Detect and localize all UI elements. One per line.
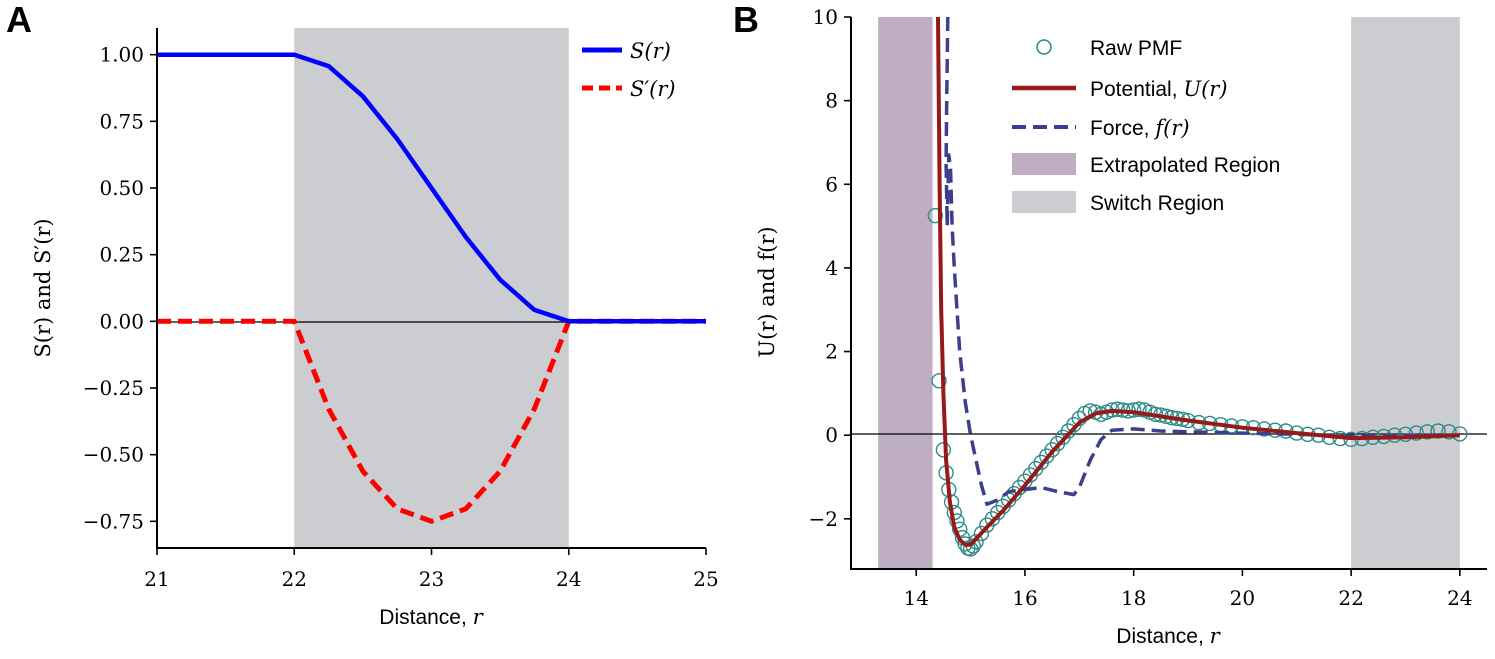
raw-pmf-marker	[1408, 425, 1425, 441]
raw-pmf-marker	[973, 525, 990, 542]
x-tick-label: 22	[282, 567, 307, 591]
y-tick-label: 10	[813, 5, 838, 29]
y-tick-label: −0.25	[83, 376, 144, 400]
x-tick-label: 24	[1447, 586, 1472, 610]
y-tick-label: 2	[825, 340, 838, 364]
legend-raw-marker	[1036, 39, 1052, 55]
raw-pmf-marker	[968, 534, 984, 550]
panel-b-y-axis-label: U(r) and f(r)	[755, 226, 779, 357]
shaded-region-switch-region	[1351, 17, 1460, 569]
raw-pmf-marker	[927, 207, 943, 224]
y-tick-label: −0.75	[83, 509, 144, 533]
y-tick-label: 0.50	[99, 176, 144, 200]
x-tick-label: 21	[144, 567, 169, 591]
legend-switch-swatch	[1012, 191, 1076, 213]
panel-a: A 21 22 23 24 25 1.00 0.75 0.50 0.25 0.00 −0.25 −0…	[6, 0, 719, 629]
series-line-potential-u-r	[936, 17, 1460, 547]
x-tick-label: 20	[1230, 586, 1255, 610]
panel-a-legend: S(r) S′(r)	[582, 39, 676, 101]
y-tick-label: 0.25	[99, 243, 144, 267]
panel-b-y-ticks: 10 8 6 4 2 0 −2	[809, 5, 851, 531]
y-tick-label: 1.00	[99, 43, 144, 67]
y-tick-label: 8	[825, 89, 838, 113]
y-tick-label: −0.50	[83, 443, 144, 467]
panel-a-x-ticks: 21 22 23 24 25	[144, 548, 719, 591]
legend-potential-label: Potential, U(r)	[1090, 77, 1228, 101]
panel-b-x-ticks: 14 16 18 20 22 24	[904, 569, 1473, 610]
legend-switch-label: Switch Region	[1090, 192, 1224, 215]
panel-a-y-ticks: 1.00 0.75 0.50 0.25 0.00 −0.25 −0.50 −0.75	[83, 43, 157, 533]
panel-b-x-axis-label: Distance, r	[1116, 624, 1221, 648]
panel-b-series	[927, 17, 1468, 557]
panel-a-series	[157, 52, 706, 524]
panel-a-label: A	[6, 0, 32, 40]
legend-raw-label: Raw PMF	[1090, 37, 1182, 60]
y-tick-label: 6	[825, 172, 838, 196]
x-tick-label: 16	[1012, 586, 1037, 610]
panel-b-legend: Raw PMF Potential, U(r) Force, f(r) Extr…	[1012, 37, 1280, 215]
y-tick-label: 0.75	[99, 109, 144, 133]
y-tick-label: 0	[825, 423, 838, 447]
legend-extrap-label: Extrapolated Region	[1090, 154, 1280, 177]
raw-pmf-marker	[949, 513, 965, 529]
panel-a-x-axis-label: Distance, r	[379, 605, 484, 629]
legend-s-label: S(r)	[630, 39, 671, 63]
series-line-s-r	[157, 318, 706, 524]
legend-sp-label: S′(r)	[630, 77, 676, 101]
legend-extrap-swatch	[1012, 153, 1076, 175]
raw-pmf-marker	[1131, 401, 1147, 417]
x-tick-label: 22	[1338, 586, 1363, 610]
raw-pmf-marker	[931, 373, 947, 389]
panel-a-y-axis-label: S(r) and S′(r)	[31, 218, 55, 357]
y-tick-label: −2	[809, 507, 838, 531]
x-tick-label: 14	[904, 586, 929, 610]
series-line-force-f-r	[944, 17, 1460, 506]
x-tick-label: 23	[419, 567, 444, 591]
series-line-s-r	[157, 52, 706, 324]
y-tick-label: 0.00	[99, 309, 144, 333]
shaded-region-extrapolated-region	[878, 17, 933, 569]
y-tick-label: 4	[825, 256, 838, 280]
panel-b-shaded-regions	[878, 17, 1460, 569]
shaded-region-switch-region	[294, 28, 569, 548]
panel-a-shaded-regions	[294, 28, 569, 548]
raw-pmf-marker	[935, 442, 952, 458]
legend-force-label: Force, f(r)	[1090, 116, 1190, 140]
raw-pmf-marker	[1419, 424, 1435, 440]
raw-pmf-marker	[1441, 424, 1457, 440]
x-tick-label: 24	[556, 567, 581, 591]
panel-b-label: B	[733, 0, 759, 40]
x-tick-label: 18	[1121, 586, 1146, 610]
x-tick-label: 25	[693, 567, 718, 591]
